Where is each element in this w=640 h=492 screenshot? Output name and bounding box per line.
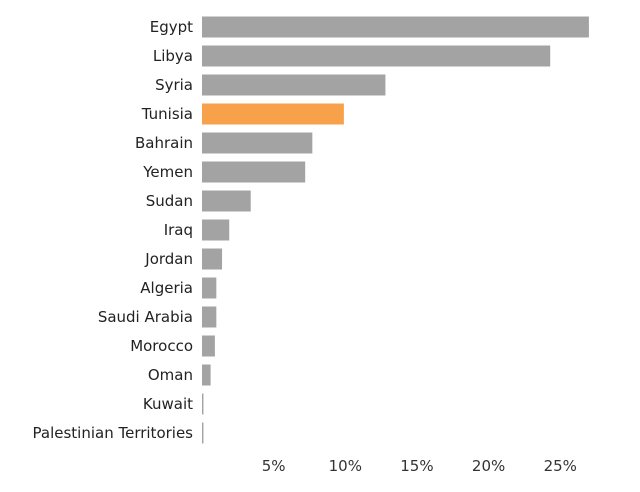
bar-tunisia <box>202 103 344 125</box>
bar-oman <box>202 364 211 386</box>
bar-palestinian-territories <box>202 422 204 444</box>
category-label: Libya <box>153 47 193 65</box>
bar-algeria <box>202 277 217 299</box>
category-label: Morocco <box>130 337 193 355</box>
category-label: Oman <box>148 366 193 384</box>
category-label: Egypt <box>150 18 193 36</box>
bar-jordan <box>202 248 223 270</box>
bar-sudan <box>202 190 251 212</box>
category-label: Bahrain <box>135 134 193 152</box>
x-tick-label: 15% <box>400 457 433 475</box>
bar-kuwait <box>202 393 204 415</box>
category-label: Iraq <box>164 221 193 239</box>
category-label: Saudi Arabia <box>98 308 193 326</box>
bar-saudi-arabia <box>202 306 217 328</box>
x-tick-label: 25% <box>544 457 577 475</box>
bar-egypt <box>202 16 589 38</box>
category-label: Palestinian Territories <box>33 424 194 442</box>
x-tick-label: 20% <box>472 457 505 475</box>
category-label: Yemen <box>142 163 193 181</box>
bar-bahrain <box>202 132 313 154</box>
bar-libya <box>202 45 551 67</box>
x-tick-label: 5% <box>262 457 286 475</box>
bar-syria <box>202 74 386 96</box>
category-label: Algeria <box>140 279 193 297</box>
x-tick-label: 10% <box>329 457 362 475</box>
category-label: Tunisia <box>141 105 193 123</box>
bar-iraq <box>202 219 230 241</box>
bar-morocco <box>202 335 215 357</box>
category-label: Jordan <box>144 250 193 268</box>
category-label: Sudan <box>146 192 193 210</box>
bar-yemen <box>202 161 306 183</box>
category-label: Syria <box>155 76 193 94</box>
category-label: Kuwait <box>143 395 193 413</box>
